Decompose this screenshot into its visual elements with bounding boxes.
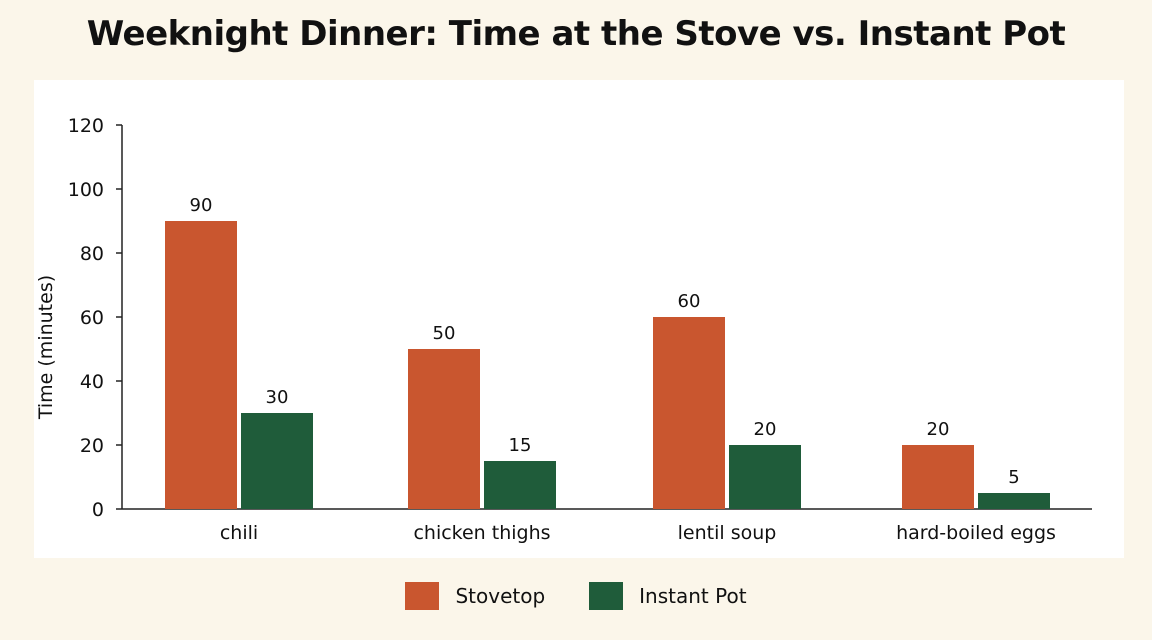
x-axis: chili chicken thighs lentil soup hard-boile… bbox=[122, 508, 1092, 544]
data-labels: 90 30 50 15 60 20 20 5 bbox=[190, 195, 1020, 488]
bar-stovetop-lentil-soup bbox=[653, 317, 725, 509]
bars bbox=[165, 221, 1050, 509]
bar-instant-pot-chicken-thighs bbox=[484, 461, 556, 509]
bar-stovetop-chicken-thighs bbox=[408, 349, 480, 509]
data-label: 60 bbox=[678, 291, 701, 312]
legend: Stovetop Instant Pot bbox=[0, 578, 1152, 614]
legend-label: Stovetop bbox=[455, 584, 546, 608]
x-tick-label: lentil soup bbox=[678, 522, 777, 544]
data-label: 15 bbox=[509, 435, 532, 456]
data-label: 20 bbox=[754, 419, 777, 440]
data-label: 30 bbox=[266, 387, 289, 408]
y-tick-label: 120 bbox=[68, 115, 104, 137]
bar-chart: 0 20 40 60 80 100 120 chili chicken thighs lenti… bbox=[35, 115, 1092, 544]
chart-title: Weeknight Dinner: Time at the Stove vs. … bbox=[86, 14, 1066, 54]
legend-item-instant-pot: Instant Pot bbox=[589, 582, 747, 610]
y-tick-label: 40 bbox=[80, 371, 104, 393]
bar-instant-pot-lentil-soup bbox=[729, 445, 801, 509]
plot-panel: 0 20 40 60 80 100 120 chili chicken thighs lenti… bbox=[34, 80, 1124, 558]
bar-stovetop-hard-boiled-eggs bbox=[902, 445, 974, 509]
y-axis-title: Time (minutes) bbox=[35, 275, 57, 420]
legend-swatch bbox=[405, 582, 440, 610]
x-tick-label: chicken thighs bbox=[413, 522, 550, 544]
y-tick-label: 60 bbox=[80, 307, 104, 329]
legend-label: Instant Pot bbox=[639, 584, 747, 608]
x-tick-label: chili bbox=[220, 522, 258, 544]
legend-swatch bbox=[589, 582, 624, 610]
y-tick-label: 20 bbox=[80, 435, 104, 457]
y-axis: 0 20 40 60 80 100 120 bbox=[68, 115, 123, 521]
y-tick-label: 80 bbox=[80, 243, 104, 265]
data-label: 50 bbox=[433, 323, 456, 344]
legend-item-stovetop: Stovetop bbox=[405, 582, 545, 610]
x-tick-label: hard-boiled eggs bbox=[896, 522, 1056, 544]
bar-stovetop-chili bbox=[165, 221, 237, 509]
bar-instant-pot-hard-boiled-eggs bbox=[978, 493, 1050, 509]
data-label: 5 bbox=[1008, 467, 1019, 488]
y-tick-label: 0 bbox=[92, 499, 104, 521]
data-label: 90 bbox=[190, 195, 213, 216]
bar-instant-pot-chili bbox=[241, 413, 313, 509]
data-label: 20 bbox=[927, 419, 950, 440]
y-tick-label: 100 bbox=[68, 179, 104, 201]
